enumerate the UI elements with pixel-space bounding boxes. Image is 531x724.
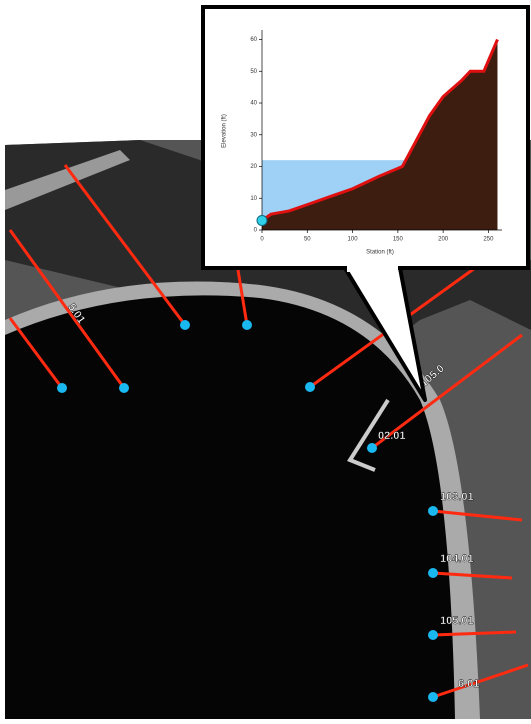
- station-label: 105.01: [440, 615, 474, 627]
- station-point[interactable]: [119, 383, 129, 393]
- x-tick-label: 200: [438, 237, 449, 243]
- y-tick-label: 60: [250, 37, 257, 43]
- station-point[interactable]: [57, 383, 67, 393]
- y-tick-label: 50: [250, 69, 257, 75]
- lake: [5, 295, 455, 719]
- station-point[interactable]: [305, 382, 315, 392]
- page: 5.01 02.01 103.01 104.01 105.01 6.01 105…: [0, 0, 531, 719]
- x-tick-label: 250: [483, 237, 494, 243]
- x-axis-label: Station (ft): [366, 250, 394, 256]
- x-tick-label: 150: [393, 237, 404, 243]
- station-point[interactable]: [428, 630, 438, 640]
- y-tick-label: 10: [250, 196, 257, 202]
- y-tick-label: 40: [250, 101, 257, 107]
- y-tick-label: 20: [250, 164, 257, 170]
- station-label: 103.01: [440, 491, 474, 503]
- station-label: 104.01: [440, 553, 474, 565]
- y-axis-label: Elevation (ft): [222, 114, 228, 148]
- station-point[interactable]: [428, 692, 438, 702]
- station-label: 02.01: [378, 430, 406, 442]
- callout-join: [347, 262, 398, 272]
- station-point[interactable]: [367, 443, 377, 453]
- y-tick-label: 30: [250, 132, 257, 138]
- station-marker: [257, 215, 267, 225]
- station-point[interactable]: [242, 320, 252, 330]
- station-point[interactable]: [428, 506, 438, 516]
- station-point[interactable]: [428, 568, 438, 578]
- x-tick-label: 100: [348, 237, 359, 243]
- x-tick-label: 50: [304, 237, 311, 243]
- station-label: 6.01: [458, 678, 479, 690]
- station-point[interactable]: [180, 320, 190, 330]
